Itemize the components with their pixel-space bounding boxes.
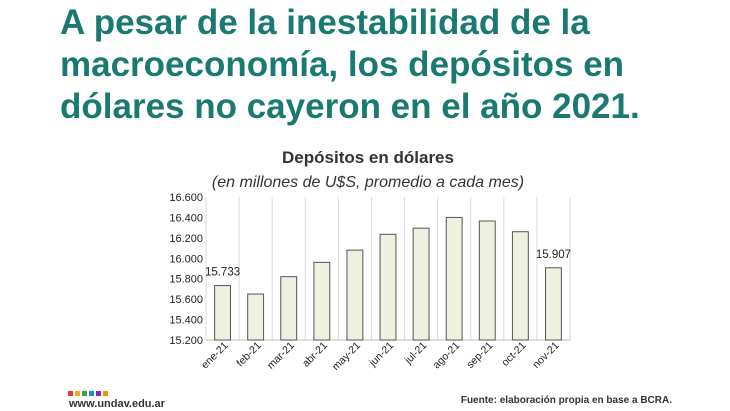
headline-bold: los depósitos en dólares no cayeron en e… [60, 45, 640, 126]
headline-regular: A pesar de la inestabilidad de la macroe… [60, 3, 590, 84]
chart-bars [214, 216, 562, 341]
headline: A pesar de la inestabilidad de la macroe… [60, 2, 720, 128]
bar-oct-21 [511, 231, 529, 341]
x-tick-label: abr-21 [300, 340, 330, 370]
x-tick-label: feb-21 [234, 340, 264, 370]
bar-may-21 [346, 249, 364, 341]
y-tick-label: 15.400 [169, 315, 203, 327]
data-label: 15.733 [205, 267, 240, 279]
x-tick-label: ene-21 [199, 340, 231, 372]
bar-ene-21 [214, 285, 231, 341]
logo-dot [103, 391, 108, 396]
x-tick-label: ago-21 [431, 340, 463, 372]
logo-dot [68, 391, 73, 396]
chart-subtitle: (en millones de U$S, promedio a cada mes… [212, 174, 524, 191]
logo-dot [82, 391, 87, 396]
x-tick-label: mar-21 [265, 340, 297, 372]
x-tick-label: jun-21 [366, 340, 396, 370]
x-tick-label: sep-21 [464, 340, 495, 371]
footer-url[interactable]: www.undav.edu.ar [69, 398, 165, 410]
y-tick-label: 15.200 [169, 335, 203, 347]
logo-dot [96, 391, 101, 396]
footer-source: Fuente: elaboración propia en base a BCR… [460, 395, 672, 406]
x-axis-ticks: ene-21 feb-21 mar-21 abr-21 may-21 jun-21 jul-… [199, 340, 562, 373]
x-tick-label: may-21 [330, 340, 363, 373]
x-tick-label: jul-21 [402, 340, 429, 367]
y-tick-label: 16.400 [169, 212, 203, 224]
bar-abr-21 [313, 261, 331, 341]
y-tick-label: 16.600 [169, 192, 203, 204]
bar-feb-21 [247, 293, 265, 341]
chart-title: Depósitos en dólares [282, 148, 454, 167]
y-tick-label: 15.800 [169, 274, 203, 286]
bar-nov-21 [545, 267, 562, 341]
y-tick-label: 16.000 [169, 253, 203, 265]
data-label: 15.907 [536, 249, 571, 261]
y-tick-label: 16.200 [169, 233, 203, 245]
bar-sep-21 [478, 220, 496, 341]
bar-jun-21 [379, 233, 397, 341]
x-tick-label: oct-21 [499, 340, 528, 369]
bar-mar-21 [280, 276, 298, 341]
bar-ago-21 [445, 216, 463, 341]
y-axis-ticks: 15.200 15.400 15.600 15.800 16.000 16.200 16.4… [169, 192, 203, 347]
logo-dot [75, 391, 80, 396]
data-labels: 15.733 15.907 [205, 249, 571, 279]
logo-dot [89, 391, 94, 396]
x-tick-label: nov-21 [530, 340, 561, 371]
bar-jul-21 [412, 227, 430, 341]
undav-logo [68, 391, 108, 396]
y-tick-label: 15.600 [169, 294, 203, 306]
